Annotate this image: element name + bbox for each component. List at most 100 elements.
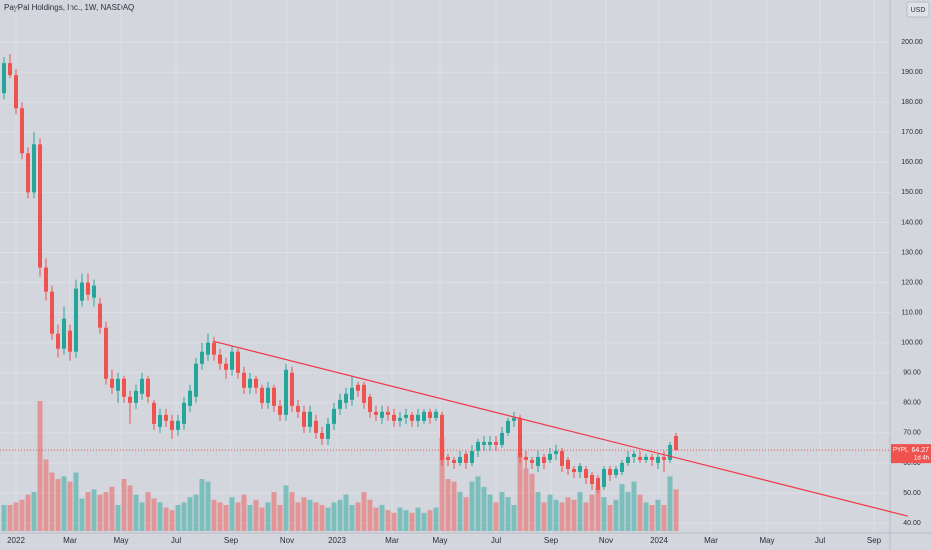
candle-body [134, 390, 138, 403]
volume-bar [43, 459, 49, 531]
candle-body [590, 474, 594, 484]
volume-bar [319, 505, 325, 531]
x-tick-label: Sep [224, 536, 239, 545]
x-tick-label: Jul [171, 536, 181, 545]
volume-bar [67, 481, 73, 531]
volume-bar [349, 505, 355, 531]
y-tick-label: 130.00 [901, 249, 923, 256]
volume-bar [193, 494, 199, 531]
y-tick-label: 90.00 [903, 370, 921, 377]
y-tick-label: 200.00 [901, 39, 923, 46]
candle-body [320, 432, 324, 439]
candle-body [464, 453, 468, 463]
volume-bar [7, 505, 13, 531]
volume-bar [649, 505, 655, 531]
candle-body [392, 414, 396, 421]
candle-body [344, 393, 348, 403]
volume-bar [277, 505, 283, 531]
y-tick-label: 180.00 [901, 99, 923, 106]
price-label-box [891, 444, 931, 464]
candle-body [362, 384, 366, 403]
volume-bar [133, 494, 139, 531]
candle-body [506, 420, 510, 433]
candle-body [578, 465, 582, 472]
volume-bar [127, 485, 133, 531]
candle-body [374, 411, 378, 415]
symbol-label: PYPL [893, 448, 909, 454]
volume-bar [445, 479, 451, 531]
volume-bar [667, 476, 673, 531]
volume-bar [583, 502, 589, 531]
candle-body [176, 420, 180, 430]
volume-bar [421, 512, 427, 531]
candle-body [20, 108, 24, 154]
candle-body [512, 417, 516, 421]
x-tick-label: May [759, 536, 774, 545]
candle-body [488, 441, 492, 445]
price-label: 64.27 [911, 447, 929, 454]
volume-bar [601, 497, 607, 531]
candle-body [302, 411, 306, 427]
currency[interactable]: USD [911, 7, 926, 14]
volume-bar [535, 492, 541, 531]
volume-bar [559, 502, 565, 531]
volume-bar [415, 507, 421, 531]
candle-body [674, 435, 678, 451]
currency-box[interactable] [906, 1, 930, 18]
volume-bar [451, 481, 457, 531]
candle-body [476, 441, 480, 451]
y-tick-label: 160.00 [901, 159, 923, 166]
candle-body [284, 369, 288, 415]
y-tick-label: 110.00 [902, 309, 923, 316]
volume-bar [97, 494, 103, 531]
candle-body [224, 363, 228, 370]
candle-body [272, 387, 276, 406]
volume-bar [379, 505, 385, 531]
volume-bar [91, 489, 97, 531]
volume-bar [49, 472, 55, 531]
volume-bar [355, 502, 361, 531]
volume-bar [403, 510, 409, 531]
candle-body [86, 282, 90, 295]
volume-bar [457, 492, 463, 531]
candle-body [554, 450, 558, 454]
volume-bar [517, 453, 523, 531]
volume-bar [139, 502, 145, 531]
volume-bar [175, 505, 181, 531]
volume-bar [631, 481, 637, 531]
volume-bar [439, 437, 445, 531]
volume-bar [115, 505, 121, 531]
candle-body [38, 144, 42, 268]
candle-body [542, 456, 546, 463]
candle-body [278, 405, 282, 415]
candle-body [422, 411, 426, 421]
volume-bar [259, 507, 265, 531]
candle-body [314, 420, 318, 433]
candle-body [50, 291, 54, 334]
volume-bar [409, 512, 415, 531]
candle-body [566, 459, 570, 469]
candle-body [500, 432, 504, 445]
volume-bar [109, 486, 115, 531]
x-tick-label: May [432, 536, 447, 545]
candle-body [56, 333, 60, 349]
trendline [212, 340, 909, 517]
volume-bar [103, 492, 109, 531]
candle-body [494, 441, 498, 445]
volume-bar [367, 499, 373, 531]
candle-body [662, 456, 666, 460]
candle-body [452, 459, 456, 463]
volume-bar [331, 502, 337, 531]
candle-body [656, 456, 660, 463]
x-tick-label: Mar [385, 536, 399, 545]
candle-body [548, 453, 552, 460]
volume-bar [505, 497, 511, 531]
candle-body [230, 351, 234, 370]
volume-bar [673, 489, 679, 531]
volume-bar [223, 505, 229, 531]
volume-bar [637, 494, 643, 531]
candle-body [218, 354, 222, 364]
candle-body [596, 477, 600, 491]
y-tick-label: 60.00 [903, 460, 921, 467]
